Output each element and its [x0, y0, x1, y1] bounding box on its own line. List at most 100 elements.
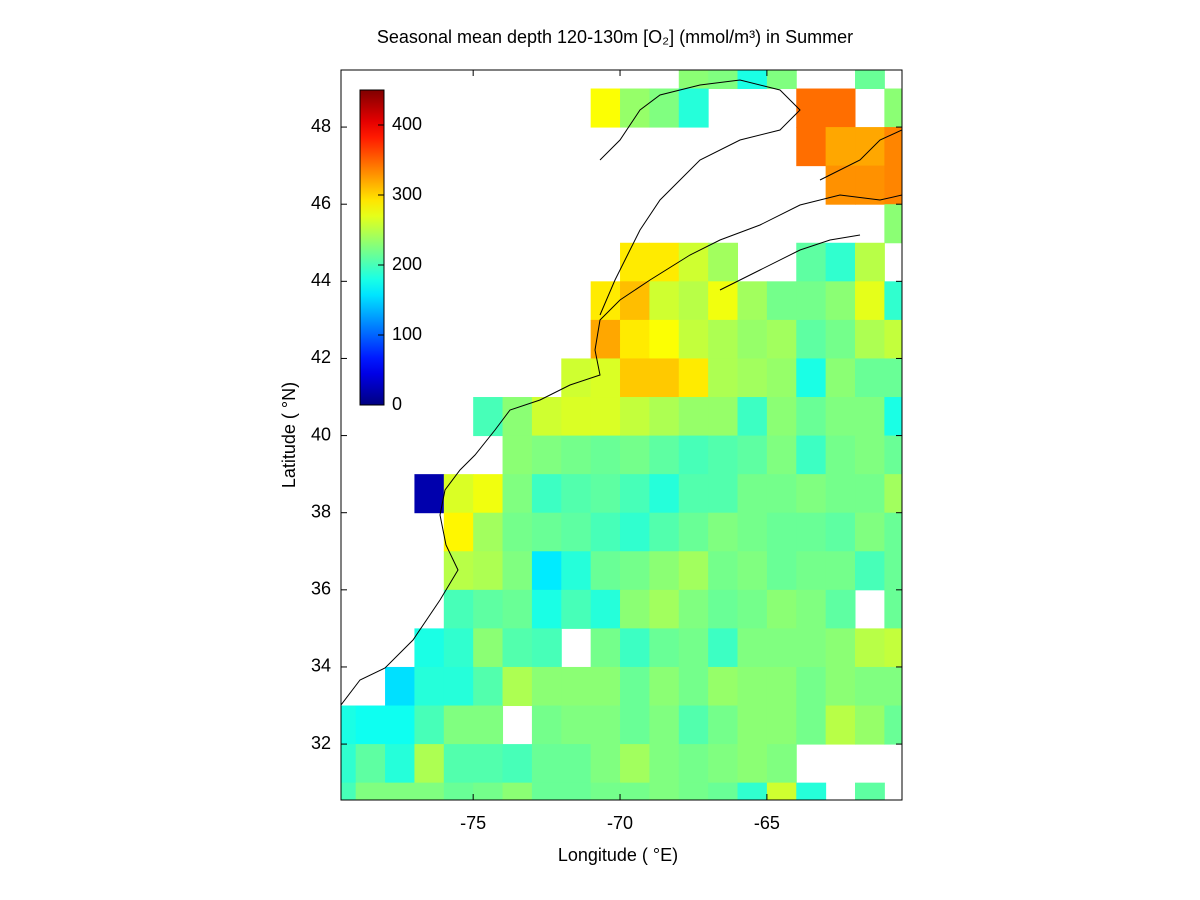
heat-cell — [561, 744, 592, 784]
heat-cell — [649, 358, 680, 398]
heat-cell — [766, 782, 797, 800]
heat-cell — [884, 281, 902, 321]
heat-cell — [825, 435, 856, 475]
heat-cell — [473, 744, 504, 784]
heat-cell — [473, 512, 504, 552]
heatmap-cells — [341, 70, 902, 800]
heat-cell — [443, 744, 474, 784]
heat-cell — [825, 281, 856, 321]
heat-cell — [825, 551, 856, 591]
heat-cell — [649, 512, 680, 552]
heat-cell — [737, 397, 768, 437]
heat-cell — [825, 165, 856, 205]
heat-cell — [502, 551, 533, 591]
heat-cell — [825, 589, 856, 629]
heat-cell — [884, 589, 902, 629]
heat-cell — [341, 744, 357, 784]
axes: -75 -70 -65 32 34 36 38 40 42 44 46 48 — [311, 70, 902, 833]
heat-cell — [649, 705, 680, 745]
heat-cell — [766, 551, 797, 591]
heat-cell — [355, 744, 386, 784]
heat-cell — [766, 705, 797, 745]
y-tick-label: 46 — [311, 193, 331, 213]
heat-cell — [796, 358, 827, 398]
heat-cell — [796, 397, 827, 437]
heat-cell — [443, 551, 474, 591]
heat-cell — [414, 628, 445, 668]
heat-cell — [531, 705, 562, 745]
heat-cell — [561, 474, 592, 514]
colorbar-tick-label: 200 — [392, 254, 422, 274]
heat-cell — [649, 319, 680, 359]
heat-cell — [796, 782, 827, 800]
heat-cell — [737, 358, 768, 398]
heat-cell — [502, 666, 533, 707]
heat-cell — [561, 435, 592, 475]
heat-cell — [649, 666, 680, 707]
heat-cell — [561, 589, 592, 629]
heat-cell — [855, 551, 885, 591]
heat-cell — [502, 435, 533, 475]
heat-cell — [825, 127, 856, 167]
heat-cell — [766, 512, 797, 552]
heat-cell — [708, 397, 739, 437]
heat-cell — [620, 589, 650, 629]
heat-cell — [766, 70, 797, 90]
heat-cell — [708, 512, 739, 552]
heat-cell — [855, 705, 885, 745]
heat-cell — [649, 628, 680, 668]
heat-cell — [590, 744, 621, 784]
heat-cell — [531, 397, 562, 437]
heat-cell — [678, 551, 709, 591]
heat-cell — [855, 319, 885, 359]
chart-title: Seasonal mean depth 120-130m [O₂] (mmol/… — [377, 27, 853, 47]
heat-cell — [590, 88, 621, 128]
heat-cell — [766, 397, 797, 437]
heat-cell — [590, 782, 621, 800]
heat-cell — [884, 358, 902, 398]
heat-cell — [825, 319, 856, 359]
colorbar-tick-label: 300 — [392, 184, 422, 204]
heat-cell — [825, 397, 856, 437]
heat-cell — [620, 744, 650, 784]
heat-cell — [649, 88, 680, 128]
heat-cell — [531, 474, 562, 514]
heat-cell — [502, 512, 533, 552]
heat-cell — [620, 358, 650, 398]
heat-cell — [708, 70, 739, 90]
heat-cell — [502, 782, 533, 800]
heat-cell — [649, 435, 680, 475]
x-tick-label: -75 — [460, 813, 486, 833]
heat-cell — [884, 628, 902, 668]
heat-cell — [649, 474, 680, 514]
y-tick-label: 44 — [311, 270, 331, 290]
heat-cell — [766, 666, 797, 707]
heat-cell — [884, 397, 902, 437]
heat-cell — [590, 435, 621, 475]
heat-cell — [737, 512, 768, 552]
heat-cell — [473, 666, 504, 707]
heat-cell — [561, 512, 592, 552]
coastline — [341, 79, 902, 706]
heat-cell — [385, 782, 415, 800]
heat-cell — [825, 512, 856, 552]
heat-cell — [649, 782, 680, 800]
heat-cell — [620, 705, 650, 745]
heat-cell — [796, 512, 827, 552]
heat-cell — [766, 435, 797, 475]
heat-cell — [708, 589, 739, 629]
heat-cell — [825, 358, 856, 398]
heat-cell — [590, 474, 621, 514]
heat-cell — [708, 744, 739, 784]
heat-cell — [531, 435, 562, 475]
heat-cell — [796, 628, 827, 668]
heat-cell — [414, 666, 445, 707]
heat-cell — [561, 358, 592, 398]
heat-cell — [355, 782, 386, 800]
heat-cell — [443, 628, 474, 668]
heat-cell — [884, 127, 902, 167]
heat-cell — [766, 358, 797, 398]
heat-cell — [766, 589, 797, 629]
heat-cell — [766, 281, 797, 321]
